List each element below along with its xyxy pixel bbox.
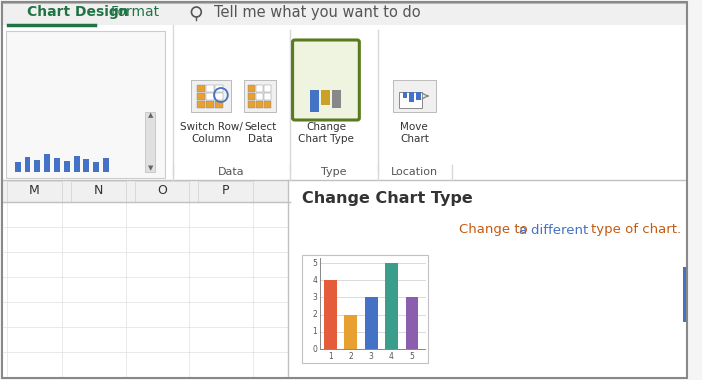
Bar <box>215 101 223 108</box>
Text: 0: 0 <box>312 345 317 353</box>
Bar <box>93 162 99 172</box>
Bar <box>215 93 223 100</box>
Text: Tell me what you want to do: Tell me what you want to do <box>214 5 420 19</box>
Bar <box>3 3 687 180</box>
Bar <box>215 85 223 92</box>
Text: P: P <box>222 185 230 198</box>
Bar <box>25 157 30 172</box>
Text: 4: 4 <box>312 276 317 285</box>
Bar <box>332 90 340 108</box>
Text: N: N <box>93 185 103 198</box>
Text: Select
Data: Select Data <box>244 122 277 144</box>
Bar <box>416 92 421 100</box>
Text: 2: 2 <box>312 310 317 319</box>
Bar <box>3 180 291 377</box>
Bar <box>365 298 378 349</box>
Text: ▼: ▼ <box>147 165 153 171</box>
Bar <box>64 161 69 172</box>
Text: 1: 1 <box>328 352 333 361</box>
Bar <box>264 85 271 92</box>
Bar <box>399 92 422 108</box>
Bar <box>145 112 155 172</box>
Bar <box>192 80 231 112</box>
Bar <box>344 315 357 349</box>
Bar <box>249 93 256 100</box>
FancyBboxPatch shape <box>293 40 359 120</box>
Bar <box>199 181 253 202</box>
Bar <box>84 159 89 172</box>
Bar <box>206 93 214 100</box>
Text: a: a <box>519 223 531 236</box>
Bar <box>244 80 276 112</box>
Text: 4: 4 <box>389 352 394 361</box>
Bar <box>303 255 428 363</box>
Text: 3: 3 <box>369 352 373 361</box>
Bar <box>288 180 687 377</box>
Bar <box>310 90 319 112</box>
Bar <box>406 298 418 349</box>
Bar <box>135 181 190 202</box>
Text: Data: Data <box>218 167 244 177</box>
Bar <box>402 92 407 98</box>
Text: M: M <box>29 185 40 198</box>
Text: Chart Design: Chart Design <box>27 5 129 19</box>
Bar <box>206 101 214 108</box>
Bar <box>44 154 50 172</box>
Bar <box>256 85 263 92</box>
Text: ▲: ▲ <box>147 112 153 118</box>
Bar <box>15 162 20 172</box>
Bar <box>409 92 414 102</box>
Bar <box>256 101 263 108</box>
Text: O: O <box>157 185 167 198</box>
Text: Change
Chart Type: Change Chart Type <box>298 122 354 144</box>
Bar <box>103 158 109 172</box>
Text: 3: 3 <box>312 293 317 302</box>
Bar <box>385 263 398 349</box>
Text: Type: Type <box>321 167 347 177</box>
Bar <box>197 101 205 108</box>
Bar <box>206 85 214 92</box>
Bar <box>197 93 205 100</box>
Bar <box>3 180 288 202</box>
Text: Format: Format <box>111 5 160 19</box>
Text: 5: 5 <box>409 352 414 361</box>
Bar <box>683 267 687 322</box>
Bar <box>3 3 687 25</box>
Bar <box>74 155 79 172</box>
Bar <box>34 160 40 172</box>
Bar <box>264 101 271 108</box>
Text: 5: 5 <box>312 258 317 268</box>
Bar <box>264 93 271 100</box>
Bar <box>249 85 256 92</box>
Text: Switch Row/
Column: Switch Row/ Column <box>180 122 242 144</box>
Bar <box>71 181 126 202</box>
Bar <box>249 101 256 108</box>
Bar <box>392 80 436 112</box>
Text: different: different <box>531 223 593 236</box>
Text: Location: Location <box>391 167 438 177</box>
Bar <box>256 93 263 100</box>
Bar <box>54 158 60 172</box>
Bar <box>6 31 165 178</box>
Bar <box>321 90 330 105</box>
Text: Change Chart Type: Change Chart Type <box>303 190 473 206</box>
Text: type of chart.: type of chart. <box>591 223 682 236</box>
Bar <box>197 85 205 92</box>
Text: Move
Chart: Move Chart <box>400 122 429 144</box>
Text: 2: 2 <box>348 352 353 361</box>
Bar <box>324 280 337 349</box>
Text: 1: 1 <box>312 327 317 336</box>
Text: Change to: Change to <box>460 223 533 236</box>
Bar <box>7 181 62 202</box>
